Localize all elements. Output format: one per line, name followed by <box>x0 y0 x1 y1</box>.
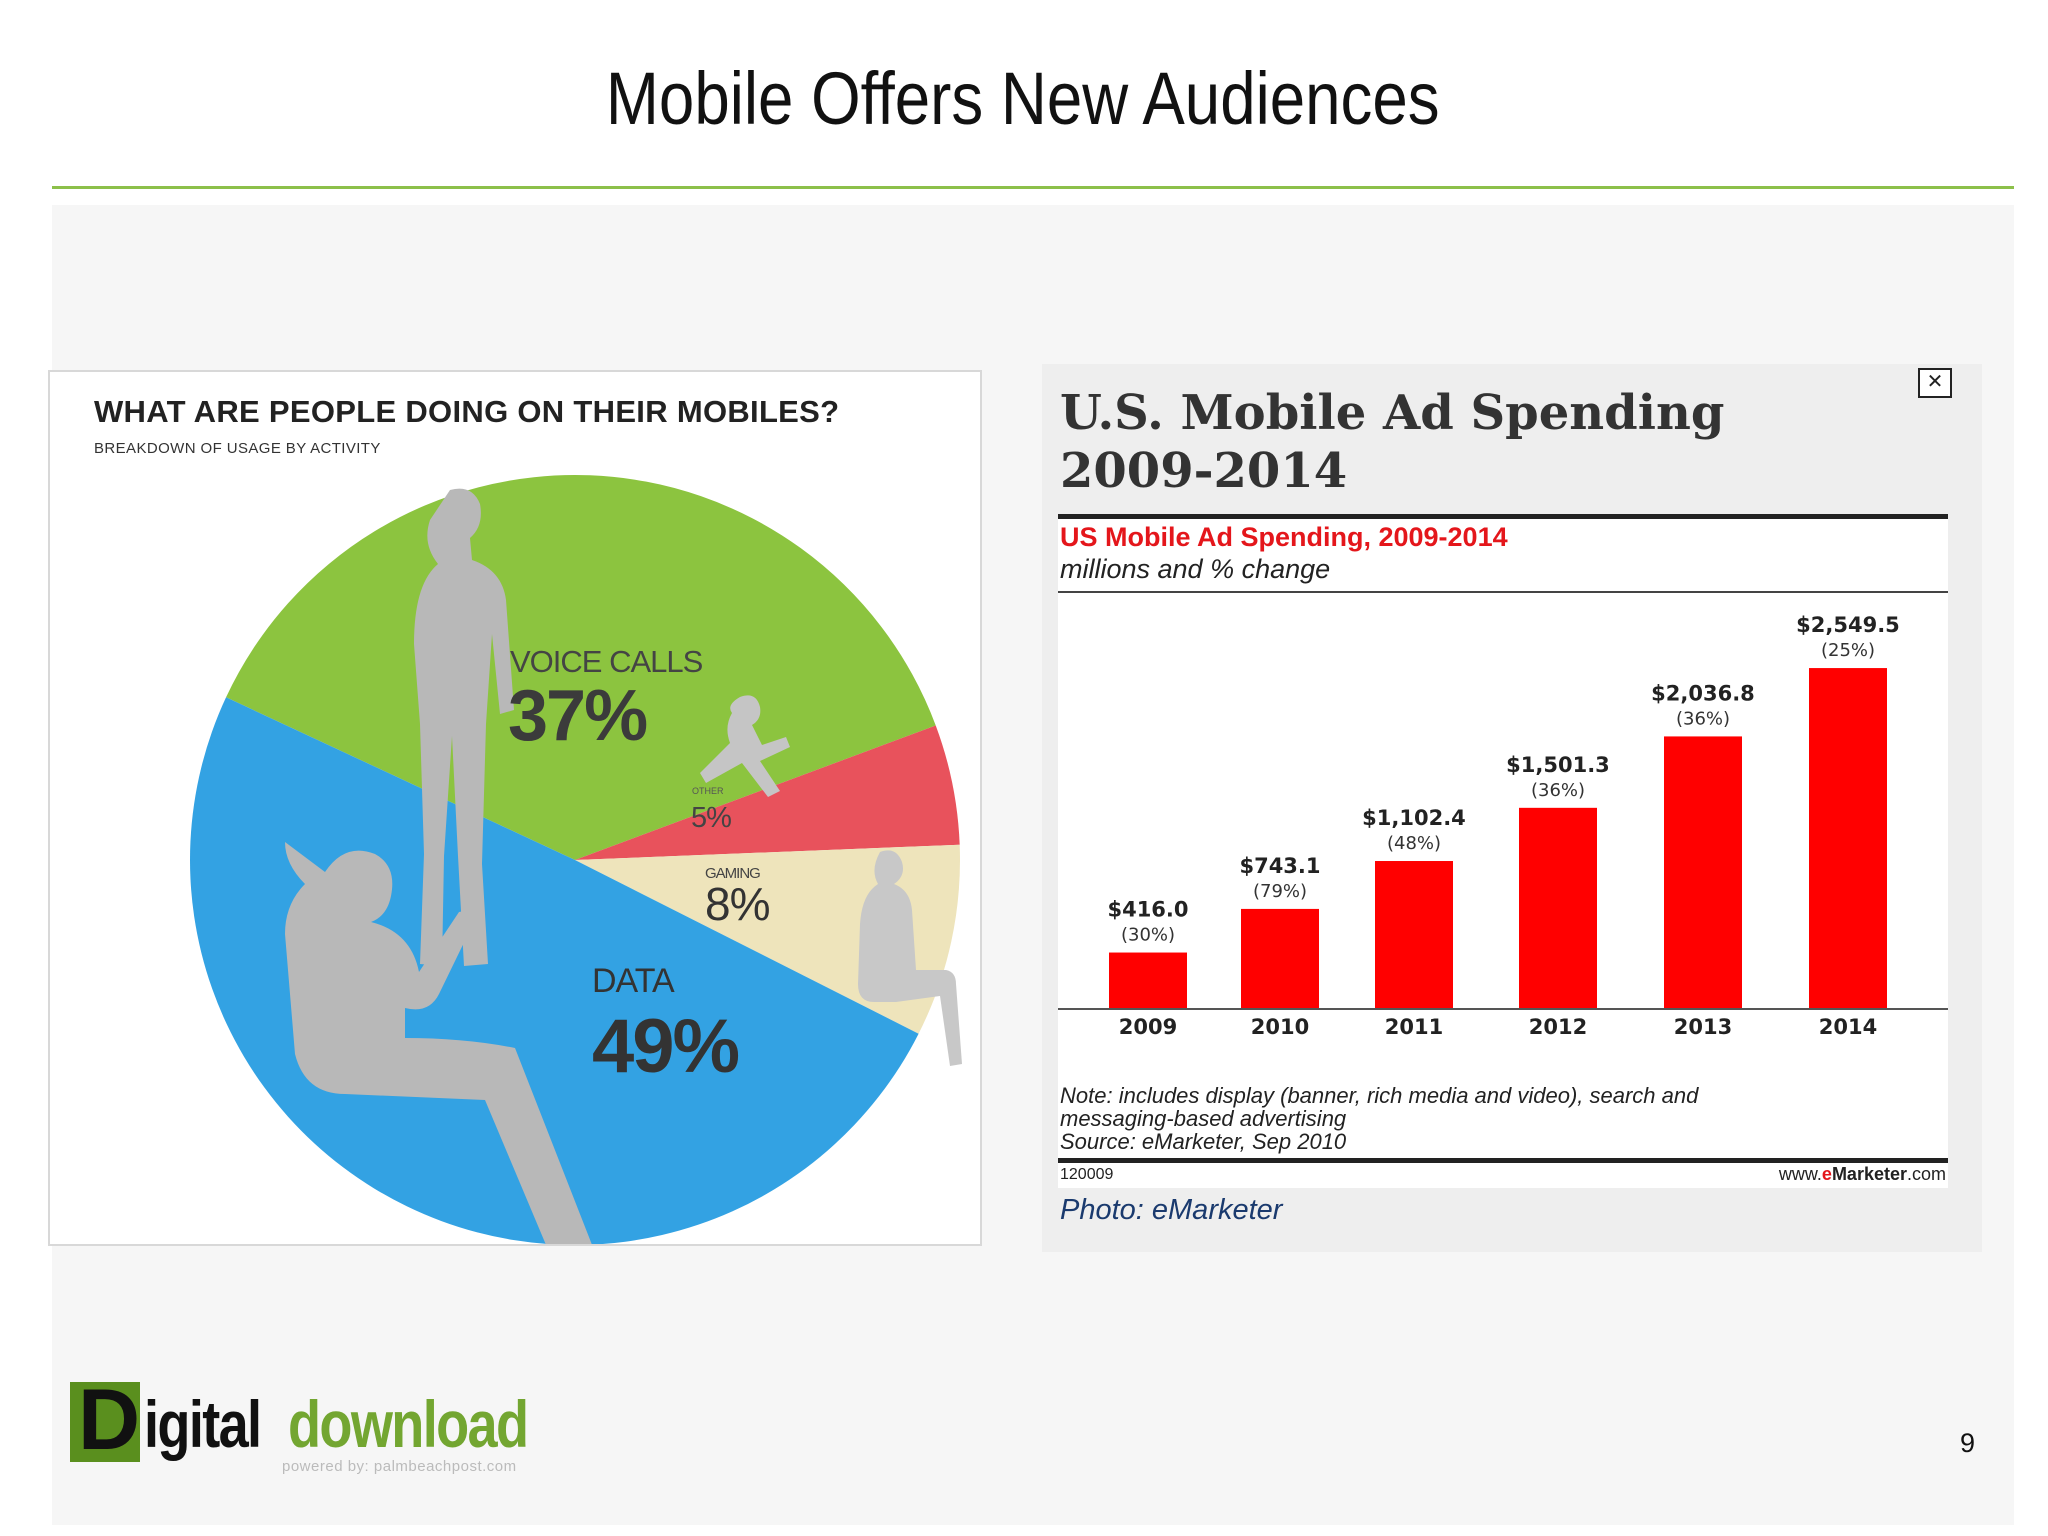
logo-letter: D <box>78 1372 141 1468</box>
pie-slice-data <box>190 697 919 1244</box>
logo-tagline: powered by: palmbeachpost.com <box>282 1458 517 1475</box>
page-number: 9 <box>1960 1428 1976 1458</box>
bar-value-label-2013: $2,036.8 <box>1651 681 1755 705</box>
ad-spending-panel-title: U.S. Mobile Ad Spending 2009-2014 <box>1060 384 1724 500</box>
photo-credit: Photo: eMarketer <box>1060 1194 1283 1226</box>
chart-code: 120009 <box>1060 1166 1114 1183</box>
pie-value-gaming: 8% <box>705 878 770 930</box>
panel-title-line1: U.S. Mobile Ad Spending <box>1060 385 1725 441</box>
x-tick-label-2009: 2009 <box>1119 1015 1177 1039</box>
note-line-1: Note: includes display (banner, rich med… <box>1060 1083 1699 1108</box>
pie-label-gaming: GAMING <box>705 865 760 882</box>
bar-chart-title: US Mobile Ad Spending, 2009-2014 <box>1060 522 1508 552</box>
panel-title-line2: 2009-2014 <box>1060 443 1348 499</box>
chart-source: Source: eMarketer, Sep 2010 <box>1060 1129 1347 1154</box>
bar-2010 <box>1241 908 1319 1008</box>
slide-title: Mobile Offers New Audiences <box>605 57 1440 140</box>
bar-2013 <box>1664 736 1742 1008</box>
note-line-2: messaging-based advertising <box>1060 1106 1347 1131</box>
digital-download-logo: D igital download powered by: palmbeachp… <box>70 1372 530 1488</box>
bar-value-label-2009: $416.0 <box>1107 898 1188 922</box>
bar-chart-subtitle: millions and % change <box>1060 554 1331 584</box>
bar-value-label-2014: $2,549.5 <box>1796 613 1900 637</box>
bar-change-label-2013: (36%) <box>1676 708 1730 729</box>
pie-label-other: OTHER <box>692 786 724 796</box>
pie-value-data: 49% <box>592 1004 739 1089</box>
bar-value-label-2010: $743.1 <box>1239 854 1320 878</box>
bar-2014 <box>1809 668 1887 1008</box>
logo-square <box>70 1382 140 1462</box>
x-tick-label-2012: 2012 <box>1529 1015 1587 1039</box>
url-brand-rest: Marketer <box>1831 1164 1907 1184</box>
close-box-icon[interactable]: ✕ <box>1918 368 1952 398</box>
title-divider <box>52 186 2014 189</box>
bar-2011 <box>1375 861 1453 1008</box>
bar-change-label-2010: (79%) <box>1253 881 1307 902</box>
url-suffix: .com <box>1906 1164 1946 1184</box>
pie-chart-title: WHAT ARE PEOPLE DOING ON THEIR MOBILES? <box>94 394 840 429</box>
pie-label-data: DATA <box>592 962 675 1000</box>
ad-spending-panel: ✕ U.S. Mobile Ad Spending 2009-2014 US M… <box>1042 364 1982 1252</box>
x-tick-label-2010: 2010 <box>1251 1015 1309 1039</box>
url-brand-e: e <box>1821 1164 1832 1184</box>
gaming-person-silhouette-icon <box>858 850 962 1066</box>
bar-2009 <box>1109 952 1187 1008</box>
x-tick-label-2013: 2013 <box>1674 1015 1732 1039</box>
bar-value-label-2012: $1,501.3 <box>1506 753 1610 777</box>
pie-chart-subtitle: BREAKDOWN OF USAGE BY ACTIVITY <box>94 440 381 457</box>
chart-top-rule <box>1058 514 1948 519</box>
x-tick-label-2011: 2011 <box>1385 1015 1443 1039</box>
bar-change-label-2009: (30%) <box>1121 925 1175 946</box>
logo-word-digital: igital <box>144 1387 262 1461</box>
woman-silhouette-icon <box>414 488 514 966</box>
pie-value-voice-calls: 37% <box>508 676 647 756</box>
man-silhouette-icon <box>285 842 592 1244</box>
x-tick-label-2014: 2014 <box>1819 1015 1877 1039</box>
ad-spending-bar-chart: $416.0 (30%) 2009 $743.1 (79%) 2010 $1,102.4 (4… <box>1058 613 1948 1039</box>
emarketer-url: www.eMarketer.com <box>1779 1164 1946 1185</box>
sitting-person-silhouette-icon <box>700 695 790 797</box>
chart-bottom-rule <box>1058 1158 1948 1163</box>
pie-label-voice-calls: VOICE CALLS <box>510 644 703 679</box>
bar-change-label-2011: (48%) <box>1387 833 1441 854</box>
ad-spending-chart: US Mobile Ad Spending, 2009-2014 million… <box>1058 514 1948 1188</box>
logo-word-download: download <box>288 1387 529 1461</box>
chart-note: Note: includes display (banner, rich med… <box>1060 1084 1940 1153</box>
url-prefix: www. <box>1778 1164 1822 1184</box>
bar-change-label-2014: (25%) <box>1821 640 1875 661</box>
pie-value-other: 5% <box>691 802 731 834</box>
bar-value-label-2011: $1,102.4 <box>1362 806 1466 830</box>
chart-header-rule <box>1058 591 1948 593</box>
usage-pie-panel: VOICE CALLS 37% OTHER 5% GAMING 8% DATA 49% WHA… <box>48 370 982 1246</box>
bar-change-label-2012: (36%) <box>1531 780 1585 801</box>
bar-2012 <box>1519 807 1597 1008</box>
